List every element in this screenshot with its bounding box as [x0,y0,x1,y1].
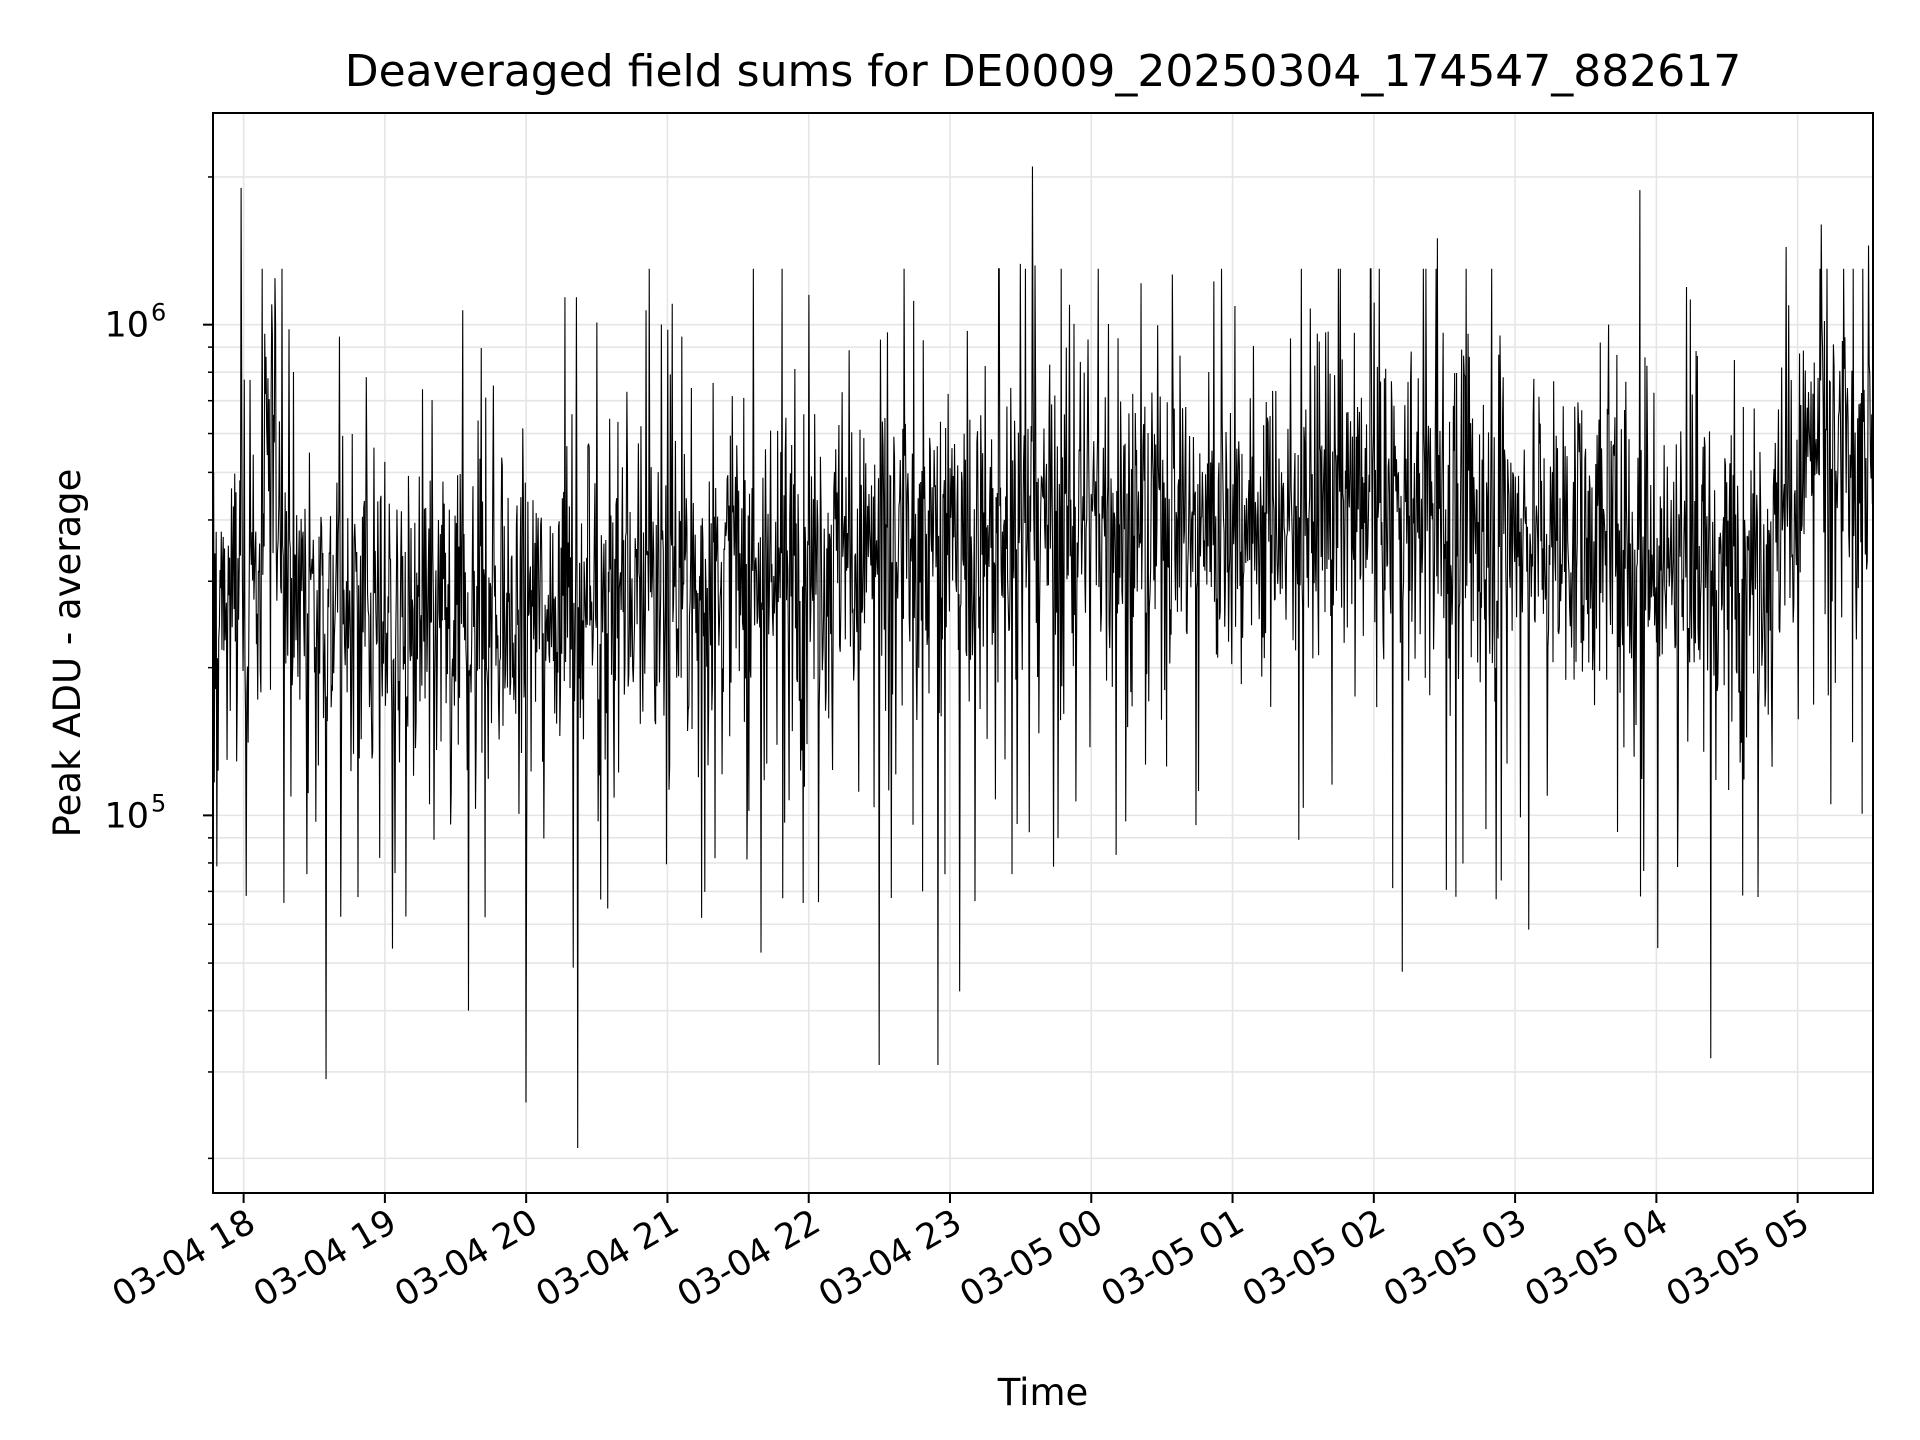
y-tick-exponent: 6 [151,299,166,327]
y-tick-base: 10 [104,796,149,836]
series-line [212,166,1874,1148]
grid-lines [213,113,1873,1193]
y-axis-label: Peak ADU - average [46,469,89,838]
chart-title: Deaveraged field sums for DE0009_2025030… [345,46,1742,97]
series-path [212,166,1874,1148]
x-axis-label: Time [997,1371,1089,1414]
y-tick-label: 10 [104,796,149,836]
y-tick-label: 10 [104,306,149,346]
y-tick-base: 10 [104,306,149,346]
plot-frame [212,112,1874,1194]
y-tick-exponent: 5 [151,789,166,817]
